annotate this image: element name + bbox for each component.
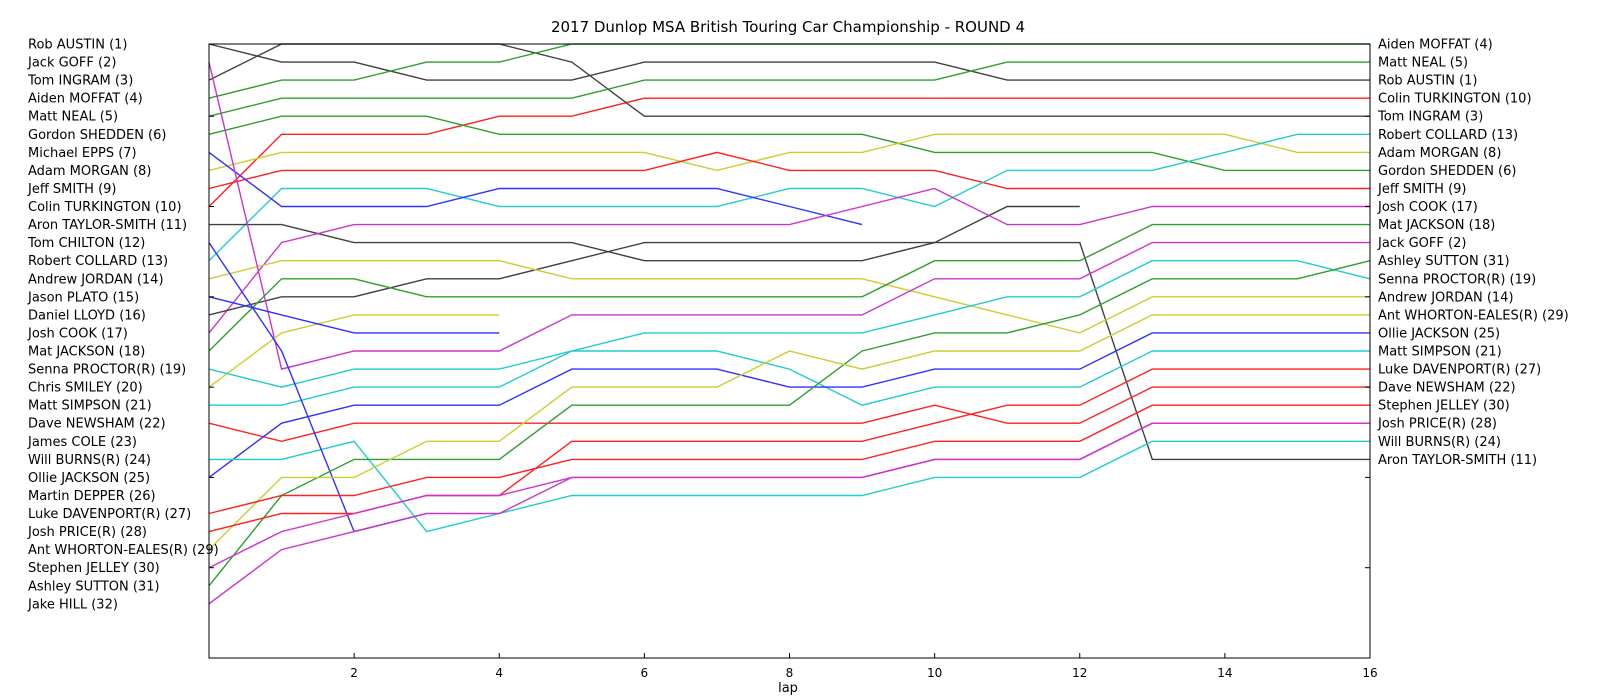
left-driver-label: Jeff SMITH (9) — [27, 182, 117, 197]
right-driver-label: Tom INGRAM (3) — [1377, 110, 1483, 125]
right-driver-labels: Aiden MOFFAT (4) Matt NEAL (5) Rob AUSTIN … — [1377, 38, 1569, 468]
right-driver-label: Matt NEAL (5) — [1378, 56, 1468, 71]
series-line-13 — [208, 241, 1370, 461]
left-driver-label: Luke DAVENPORT(R) (27) — [28, 507, 191, 522]
series-line-23 — [209, 440, 1370, 533]
series-line-22 — [208, 332, 1370, 478]
left-driver-label: Jake HILL (32) — [27, 597, 118, 612]
series-line-28 — [208, 368, 1370, 533]
left-driver-label: Daniel LLOYD (16) — [28, 308, 146, 323]
right-driver-label: Mat JACKSON (18) — [1378, 218, 1495, 233]
right-driver-label: Josh PRICE(R) (28) — [1377, 417, 1497, 432]
left-driver-label: Colin TURKINGTON (10) — [28, 200, 182, 215]
series-line-27 — [208, 404, 1370, 515]
left-driver-labels: Rob AUSTIN (1) Jack GOFF (2) Tom INGRAM (3… — [27, 38, 219, 613]
right-driver-label: Adam MORGAN (8) — [1378, 146, 1501, 161]
right-driver-label: Ashley SUTTON (31) — [1378, 254, 1510, 269]
series-line-18 — [208, 296, 500, 334]
left-driver-label: Dave NEWSHAM (22) — [28, 417, 166, 432]
series-line-4 — [208, 43, 1370, 99]
left-driver-label: Andrew JORDAN (14) — [28, 272, 164, 287]
right-driver-label: Aiden MOFFAT (4) — [1378, 38, 1493, 53]
left-driver-label: Ashley SUTTON (31) — [28, 579, 160, 594]
series-line-20 — [209, 260, 1371, 406]
left-driver-label: Aiden MOFFAT (4) — [28, 92, 143, 107]
right-driver-label: Dave NEWSHAM (22) — [1378, 381, 1516, 396]
x-tick-label: 10 — [927, 666, 942, 680]
right-driver-label: Will BURNS(R) (24) — [1378, 435, 1501, 450]
series-line-15 — [208, 223, 1370, 352]
left-driver-label: Robert COLLARD (13) — [28, 254, 168, 269]
x-tick-label: 12 — [1072, 666, 1087, 680]
series-line-16 — [208, 61, 1370, 370]
right-driver-label: Aron TAYLOR-SMITH (11) — [1378, 453, 1537, 468]
left-driver-label: Mat JACKSON (18) — [28, 345, 145, 360]
series-line-26 — [208, 314, 1370, 551]
series-line-12 — [208, 187, 1370, 334]
series-line-1 — [208, 43, 1370, 81]
x-axis-label: lap — [778, 681, 798, 696]
x-tick-label: 16 — [1362, 666, 1377, 680]
left-driver-label: Chris SMILEY (20) — [28, 381, 143, 396]
left-driver-label: Matt NEAL (5) — [28, 110, 118, 125]
series-line-6 — [208, 115, 1370, 172]
series-line-25 — [208, 260, 1371, 587]
right-driver-label: Andrew JORDAN (14) — [1378, 290, 1514, 305]
left-driver-label: Tom CHILTON (12) — [27, 236, 145, 251]
right-driver-label: Josh COOK (17) — [1377, 200, 1478, 215]
series-line-14 — [208, 260, 1370, 334]
left-driver-label: Michael EPPS (7) — [28, 146, 137, 161]
series-line-30 — [208, 422, 1370, 605]
left-driver-label: Josh PRICE(R) (28) — [27, 525, 147, 540]
x-tick-label: 6 — [641, 666, 649, 680]
series-line-5 — [208, 61, 1370, 117]
right-driver-label: Rob AUSTIN (1) — [1378, 74, 1478, 89]
left-driver-label: James COLE (23) — [27, 435, 137, 450]
series-line-2 — [208, 97, 1370, 207]
series-line-19 — [208, 350, 1370, 406]
right-driver-label: Jeff SMITH (9) — [1377, 182, 1467, 197]
x-tick-label: 8 — [786, 666, 794, 680]
left-driver-label: Adam MORGAN (8) — [28, 164, 151, 179]
right-driver-label: Colin TURKINGTON (10) — [1378, 92, 1532, 107]
left-driver-label: Jack GOFF (2) — [27, 56, 116, 71]
right-driver-label: Jack GOFF (2) — [1377, 236, 1466, 251]
x-tick-label: 4 — [495, 666, 503, 680]
left-driver-label: Stephen JELLEY (30) — [28, 561, 160, 576]
left-driver-label: Rob AUSTIN (1) — [28, 38, 128, 53]
x-tick-label: 14 — [1217, 666, 1232, 680]
series-layer — [208, 43, 1371, 605]
right-driver-label: Gordon SHEDDEN (6) — [1378, 164, 1516, 179]
left-driver-label: Aron TAYLOR-SMITH (11) — [28, 218, 187, 233]
chart-title: 2017 Dunlop MSA British Touring Car Cham… — [551, 18, 1025, 36]
series-line-7 — [208, 133, 1370, 172]
series-line-8 — [208, 151, 1370, 190]
right-driver-label: Senna PROCTOR(R) (19) — [1378, 272, 1536, 287]
left-driver-label: Ant WHORTON-EALES(R) (29) — [28, 543, 219, 558]
right-driver-label: Luke DAVENPORT(R) (27) — [1378, 363, 1541, 378]
right-driver-label: Ant WHORTON-EALES(R) (29) — [1378, 308, 1569, 323]
x-axis: 2 4 6 8 10 12 14 16 — [350, 653, 1378, 680]
left-driver-label: Martin DEPPER (26) — [28, 489, 156, 504]
left-driver-label: Senna PROCTOR(R) (19) — [28, 363, 186, 378]
left-driver-label: Will BURNS(R) (24) — [28, 453, 151, 468]
left-driver-label: Ollie JACKSON (25) — [28, 471, 150, 486]
series-line-9 — [208, 133, 1370, 262]
x-tick-label: 2 — [350, 666, 358, 680]
left-driver-label: Tom INGRAM (3) — [27, 74, 133, 89]
series-line-21 — [208, 386, 1370, 443]
series-line-10 — [208, 151, 863, 226]
series-line-17 — [208, 314, 500, 388]
right-driver-label: Stephen JELLEY (30) — [1378, 399, 1510, 414]
left-driver-label: Matt SIMPSON (21) — [28, 399, 152, 414]
right-driver-label: Matt SIMPSON (21) — [1378, 345, 1502, 360]
left-driver-label: Jason PLATO (15) — [27, 290, 139, 305]
left-driver-label: Josh COOK (17) — [27, 326, 128, 341]
right-driver-label: Robert COLLARD (13) — [1378, 128, 1518, 143]
right-driver-label: Ollie JACKSON (25) — [1378, 326, 1500, 341]
y-axis-ticks — [209, 115, 1370, 569]
left-driver-label: Gordon SHEDDEN (6) — [28, 128, 166, 143]
series-line-11 — [209, 205, 1080, 262]
